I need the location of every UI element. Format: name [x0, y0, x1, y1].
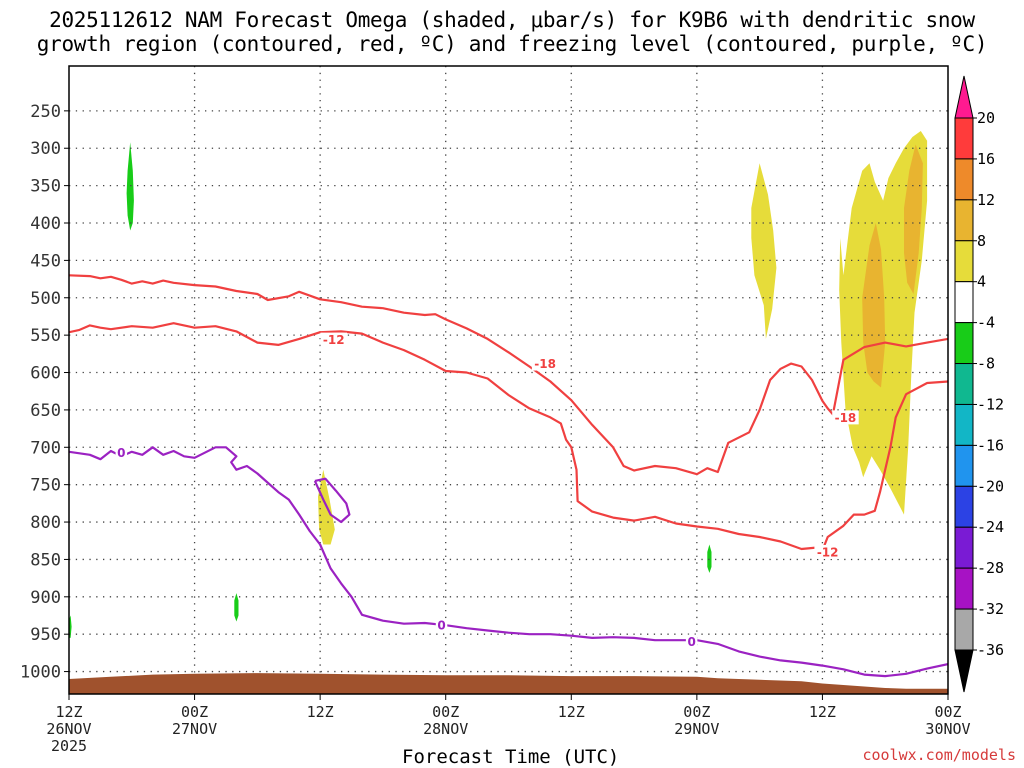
y-tick-label-750: 750: [30, 476, 61, 496]
contour-freezing_level: [69, 446, 948, 678]
x-tick-label-84-l1: 00Z: [934, 703, 961, 721]
omega-region-3: [904, 144, 923, 294]
colorbar-label-3: 8: [977, 232, 986, 250]
plot-frame: [68, 65, 949, 695]
colorbar-label-8: -16: [977, 436, 1004, 454]
y-tick-label-400: 400: [30, 214, 61, 234]
omega-shading-layer: [69, 131, 928, 638]
colorbar-bin-3: [954, 240, 974, 283]
contour-label-bg-4: [115, 445, 128, 460]
contour-label-0: -12: [323, 333, 345, 347]
contour-layer: [69, 274, 948, 678]
omega-region-6: [234, 593, 239, 622]
contour-label-bg-5: [435, 618, 448, 633]
omega-region-0: [751, 163, 777, 339]
y-tick-label-450: 450: [30, 251, 61, 271]
colorbar-label-1: 16: [977, 150, 995, 168]
contour-dgz_bottom: [69, 322, 948, 552]
chart-title-line-2: growth region (contoured, red, ºC) and f…: [36, 32, 988, 56]
x-tick-label-72-l1: 12Z: [809, 703, 836, 721]
credit-text: coolwx.com/models: [862, 746, 1016, 764]
omega-region-7: [707, 544, 712, 573]
x-tick-label-0-l1: 12Z: [55, 703, 82, 721]
colorbar-label-10: -24: [977, 518, 1004, 536]
x-tick-label-48-l1: 12Z: [558, 703, 585, 721]
x-tick-label-84-l2: 30NOV: [925, 720, 970, 738]
y-tick-label-250: 250: [30, 102, 61, 122]
colorbar-bin-10: [954, 526, 974, 569]
contour-label-6: 0: [687, 635, 695, 649]
y-tick-label-800: 800: [30, 513, 61, 533]
y-tick-label-300: 300: [30, 139, 61, 159]
colorbar-bin-2: [954, 199, 974, 242]
contour-label-bg-1: [531, 356, 559, 371]
colorbar-arrow-top: [954, 75, 974, 119]
x-tick-label-36-l1: 00Z: [432, 703, 459, 721]
y-tick-label-500: 500: [30, 289, 61, 309]
terrain-layer: [69, 673, 948, 694]
contour-label-layer: -12 -18 -18 -12 0 0 0: [115, 332, 859, 649]
x-tick-label-60-l1: 00Z: [683, 703, 710, 721]
colorbar: 20 16 12 8 4 -4 -8 -12 -16 -20 -24 -28 -32 -36: [954, 75, 1004, 693]
y-axis: 250 300 350 400 450 500 550 600 650 700 750 800 850 9…: [20, 102, 69, 683]
y-tick-label-1000: 1000: [20, 663, 61, 683]
contour-label-1: -18: [534, 357, 556, 371]
y-tick-label-700: 700: [30, 438, 61, 458]
colorbar-label-12: -32: [977, 600, 1004, 618]
colorbar-label-9: -20: [977, 477, 1004, 495]
colorbar-label-5: -4: [977, 314, 995, 332]
y-tick-label-650: 650: [30, 401, 61, 421]
contour-label-bg-6: [685, 634, 698, 649]
x-axis-title: Forecast Time (UTC): [402, 746, 620, 768]
colorbar-bin-4: [954, 281, 974, 324]
colorbar-label-0: 20: [977, 109, 995, 127]
colorbar-bin-11: [954, 567, 974, 610]
chart-title-line-1: 2025112612 NAM Forecast Omega (shaded, μ…: [49, 8, 975, 32]
terrain-fill: [69, 673, 948, 694]
colorbar-label-13: -36: [977, 641, 1004, 659]
contour-label-bg-2: [832, 410, 859, 425]
contour-label-bg-3: [814, 544, 841, 559]
colorbar-label-4: 4: [977, 273, 986, 291]
grid-layer: [69, 66, 948, 694]
colorbar-label-7: -12: [977, 395, 1004, 413]
colorbar-bin-8: [954, 444, 974, 487]
x-tick-label-60-l2: 29NOV: [674, 720, 719, 738]
x-tick-label-24-l1: 12Z: [307, 703, 334, 721]
colorbar-label-6: -8: [977, 355, 995, 373]
x-tick-label-12-l2: 27NOV: [172, 720, 217, 738]
colorbar-bin-12: [954, 608, 974, 651]
contour-label-5: 0: [437, 619, 445, 633]
y-tick-label-900: 900: [30, 588, 61, 608]
x-tick-label-0-l3: 2025: [51, 737, 87, 755]
colorbar-bin-9: [954, 485, 974, 528]
colorbar-bin-5: [954, 322, 974, 365]
contour-dgz_top: [69, 274, 948, 476]
colorbar-arrow-bottom: [954, 649, 974, 693]
y-tick-label-850: 850: [30, 550, 61, 570]
contour-label-2: -18: [835, 411, 857, 425]
contour-label-4: 0: [117, 446, 125, 460]
colorbar-label-11: -28: [977, 559, 1004, 577]
omega-region-5: [126, 142, 134, 231]
y-tick-label-550: 550: [30, 326, 61, 346]
contour-freezing_loop: [313, 477, 351, 524]
x-tick-label-36-l2: 28NOV: [423, 720, 468, 738]
contour-label-bg-0: [320, 332, 347, 347]
x-tick-label-12-l1: 00Z: [181, 703, 208, 721]
contour-label-3: -12: [817, 545, 839, 559]
colorbar-label-2: 12: [977, 191, 995, 209]
x-tick-label-0-l2: 26NOV: [46, 720, 91, 738]
y-tick-label-600: 600: [30, 364, 61, 384]
colorbar-bin-7: [954, 403, 974, 446]
y-tick-label-950: 950: [30, 625, 61, 645]
colorbar-bin-0: [954, 117, 974, 160]
y-tick-label-350: 350: [30, 177, 61, 197]
colorbar-bin-6: [954, 363, 974, 405]
colorbar-bin-1: [954, 158, 974, 201]
